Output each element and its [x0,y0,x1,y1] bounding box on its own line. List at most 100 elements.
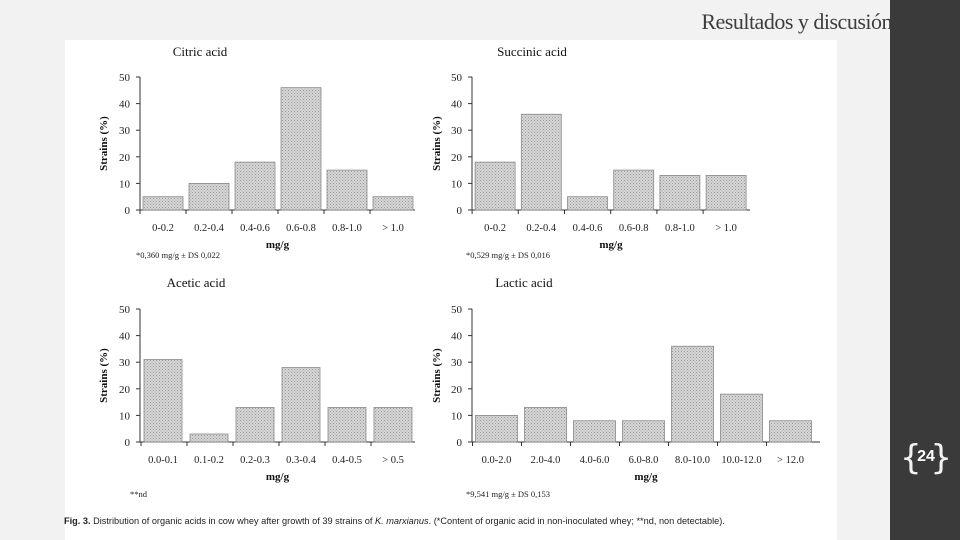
x-tick-label: 0.4-0.6 [573,223,603,234]
bar [613,169,655,211]
y-tick-label: 10 [119,410,131,422]
bar [142,196,184,211]
figure-panel [65,40,837,540]
x-tick-label: > 0.5 [382,455,404,466]
x-axis-label: mg/g [634,471,658,483]
bar [143,359,183,443]
x-tick-label: 0.2-0.4 [526,223,556,234]
y-axis-label: Strains (%) [98,348,110,403]
chart-2: Acetic acid 0 10 20 30 40 50 Strains (%) 0.0-0.1… [98,275,415,499]
y-tick-label: 10 [119,178,131,190]
bar [234,161,276,211]
bar [720,393,763,443]
y-tick-label: 0 [457,437,463,449]
right-brace-icon: } [930,438,952,478]
bar [705,175,747,211]
chart-note: **nd [130,489,148,499]
y-tick-label: 50 [119,304,131,316]
y-tick-label: 50 [451,72,463,84]
y-tick-label: 40 [451,331,463,343]
chart-note: *0,529 mg/g ± DS 0,016 [466,250,550,260]
chart-note: *0,360 mg/g ± DS 0,022 [136,250,220,260]
x-tick-label: 0.0-2.0 [482,455,512,466]
x-tick-label: 0.2-0.3 [240,455,270,466]
y-axis-label: Strains (%) [431,348,443,403]
chart-title: Succinic acid [497,44,567,59]
x-tick-label: > 1.0 [715,223,737,234]
bar [474,161,516,211]
caption-text-1: Distribution of organic acids in cow whe… [90,516,375,526]
bar [567,196,608,211]
x-tick-label: 0.6-0.8 [286,223,316,234]
x-tick-label: 0.3-0.4 [286,455,316,466]
x-tick-label: 0-0.2 [484,223,506,234]
y-tick-label: 50 [451,304,463,316]
y-tick-label: 0 [125,205,131,217]
x-tick-label: 4.0-6.0 [580,455,610,466]
x-tick-label: 2.0-4.0 [531,455,561,466]
x-tick-label: 0.4-0.6 [240,223,270,234]
bar [281,367,321,443]
chart-title: Acetic acid [167,275,226,290]
x-axis-label: mg/g [266,239,290,251]
x-tick-label: 0.2-0.4 [194,223,224,234]
y-tick-label: 20 [451,152,463,164]
x-tick-label: 10.0-12.0 [721,455,761,466]
bar [327,407,367,443]
x-tick-label: 0.8-1.0 [665,223,695,234]
x-tick-label: > 1.0 [382,223,404,234]
bar [622,420,665,443]
x-axis-label: mg/g [599,239,623,251]
bar [524,407,567,443]
y-tick-label: 30 [119,125,131,137]
bar [280,87,322,211]
chart-note: *9,541 mg/g ± DS 0,153 [466,489,550,499]
x-tick-label: 6.0-8.0 [629,455,659,466]
left-brace-icon: { [900,438,922,478]
y-axis-label: Strains (%) [98,116,110,171]
y-tick-label: 40 [451,99,463,111]
bar [573,420,616,443]
x-tick-label: 0-0.2 [152,223,174,234]
page-number-box: { } 24 [898,438,954,482]
x-tick-label: 0.1-0.2 [194,455,224,466]
y-tick-label: 40 [119,331,131,343]
x-tick-label: 0.6-0.8 [619,223,649,234]
bar [769,420,812,443]
y-tick-label: 30 [451,357,463,369]
bar [188,182,230,211]
figure-caption: Fig. 3. Distribution of organic acids in… [64,516,725,526]
y-tick-label: 20 [451,384,463,396]
y-tick-label: 10 [451,178,463,190]
caption-fig-label: Fig. 3. [64,516,91,526]
chart-0: Citric acid 0 10 20 30 40 50 Strains (%) 0-0.2 0.… [98,44,415,260]
y-tick-label: 40 [119,99,131,111]
y-tick-label: 50 [119,72,131,84]
slide-title: Resultados y discusión [701,9,892,34]
bar [372,196,414,211]
y-tick-label: 10 [451,410,463,422]
y-axis-label: Strains (%) [431,116,443,171]
bar [235,407,275,443]
x-axis-label: mg/g [266,471,290,483]
x-tick-label: 8.0-10.0 [675,455,710,466]
x-tick-label: 0.8-1.0 [332,223,362,234]
y-tick-label: 30 [451,125,463,137]
bar [659,175,701,211]
y-tick-label: 0 [457,205,463,217]
page-number: 24 [917,448,935,465]
y-tick-label: 20 [119,384,131,396]
bar [326,169,368,211]
chart-3: Lactic acid 0 10 20 30 40 50 Strains (%) 0.0-2.0… [431,275,820,499]
chart-title: Lactic acid [495,275,553,290]
y-tick-label: 20 [119,152,131,164]
x-tick-label: 0.4-0.5 [332,455,362,466]
x-tick-label: > 12.0 [777,455,804,466]
side-bar [890,0,960,540]
bar [475,414,518,443]
y-tick-label: 0 [125,437,131,449]
chart-title: Citric acid [173,44,228,59]
y-tick-label: 30 [119,357,131,369]
bar [373,407,413,443]
bar [520,113,562,211]
